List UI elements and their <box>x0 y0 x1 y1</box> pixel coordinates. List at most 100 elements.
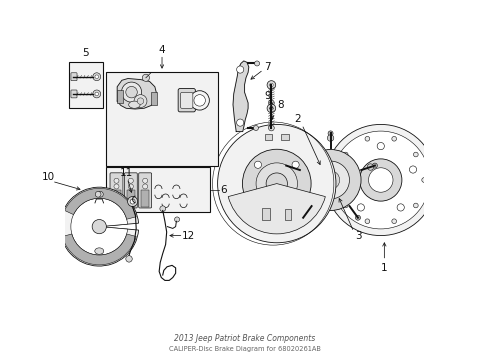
Circle shape <box>291 161 299 168</box>
Circle shape <box>134 95 147 108</box>
Circle shape <box>421 178 426 182</box>
Circle shape <box>300 149 360 211</box>
Circle shape <box>343 203 347 208</box>
Circle shape <box>254 199 261 206</box>
Circle shape <box>343 152 347 157</box>
Circle shape <box>95 92 99 96</box>
Circle shape <box>92 220 106 234</box>
Polygon shape <box>233 61 248 132</box>
Circle shape <box>121 82 142 102</box>
Text: 7: 7 <box>264 62 270 72</box>
Text: 9: 9 <box>264 91 270 101</box>
Text: CALIPER-Disc Brake Diagram for 68020261AB: CALIPER-Disc Brake Diagram for 68020261A… <box>168 346 320 352</box>
Circle shape <box>326 135 333 141</box>
Circle shape <box>242 149 310 218</box>
Circle shape <box>368 168 392 192</box>
FancyBboxPatch shape <box>124 173 137 208</box>
Text: 11: 11 <box>119 168 133 178</box>
Ellipse shape <box>95 248 103 254</box>
Circle shape <box>93 90 101 98</box>
Circle shape <box>254 61 259 66</box>
Circle shape <box>93 73 101 81</box>
Circle shape <box>391 219 396 224</box>
Circle shape <box>300 215 305 220</box>
Text: 12: 12 <box>182 231 195 240</box>
Circle shape <box>366 164 373 170</box>
Circle shape <box>253 126 258 131</box>
Circle shape <box>236 66 244 73</box>
Wedge shape <box>64 188 136 219</box>
Circle shape <box>125 256 132 262</box>
FancyBboxPatch shape <box>180 93 192 108</box>
Circle shape <box>127 197 137 207</box>
Circle shape <box>334 178 339 182</box>
Text: 4: 4 <box>159 45 165 55</box>
Circle shape <box>331 131 429 229</box>
Circle shape <box>97 192 103 197</box>
Circle shape <box>128 178 133 183</box>
FancyBboxPatch shape <box>178 89 195 112</box>
Circle shape <box>396 204 404 211</box>
Ellipse shape <box>442 129 451 231</box>
Bar <box>284 209 290 220</box>
FancyBboxPatch shape <box>110 173 122 208</box>
Circle shape <box>114 184 119 189</box>
Text: 5: 5 <box>82 48 89 58</box>
Circle shape <box>321 171 339 189</box>
Circle shape <box>265 173 287 194</box>
Circle shape <box>344 166 351 173</box>
Circle shape <box>256 163 297 204</box>
Circle shape <box>268 125 274 131</box>
Circle shape <box>95 75 99 78</box>
Bar <box>117 90 122 103</box>
Circle shape <box>376 143 384 150</box>
Wedge shape <box>62 234 136 265</box>
Wedge shape <box>71 198 127 255</box>
Text: 3: 3 <box>354 231 361 241</box>
Ellipse shape <box>447 129 456 231</box>
Circle shape <box>413 203 417 208</box>
Circle shape <box>268 100 274 106</box>
Text: 10: 10 <box>41 171 55 181</box>
FancyBboxPatch shape <box>71 73 77 81</box>
Circle shape <box>130 199 135 204</box>
Bar <box>151 92 157 105</box>
Circle shape <box>327 131 332 136</box>
Circle shape <box>137 98 143 104</box>
Circle shape <box>160 206 165 212</box>
Circle shape <box>194 95 205 106</box>
Text: 2: 2 <box>294 114 300 124</box>
Circle shape <box>408 166 416 173</box>
Circle shape <box>311 161 349 199</box>
Text: 6: 6 <box>220 185 227 195</box>
Circle shape <box>269 83 273 87</box>
Circle shape <box>413 152 417 157</box>
Circle shape <box>174 217 179 222</box>
Wedge shape <box>60 187 138 266</box>
Text: 1: 1 <box>380 263 387 273</box>
Bar <box>281 134 288 140</box>
Circle shape <box>266 104 275 113</box>
Circle shape <box>254 161 261 168</box>
Bar <box>126 190 135 207</box>
Circle shape <box>355 215 360 220</box>
Bar <box>261 208 269 220</box>
Circle shape <box>365 136 369 141</box>
Circle shape <box>217 125 335 243</box>
Circle shape <box>142 184 147 189</box>
Circle shape <box>142 74 149 81</box>
Circle shape <box>365 219 369 224</box>
Circle shape <box>236 119 244 126</box>
Bar <box>264 134 272 140</box>
Circle shape <box>114 178 119 183</box>
Circle shape <box>266 81 275 89</box>
Circle shape <box>357 204 364 211</box>
FancyBboxPatch shape <box>139 173 151 208</box>
Circle shape <box>128 184 133 189</box>
Circle shape <box>125 86 137 98</box>
Circle shape <box>283 163 288 168</box>
FancyBboxPatch shape <box>106 72 217 166</box>
Polygon shape <box>117 78 156 109</box>
Text: 8: 8 <box>277 100 283 111</box>
Text: 2013 Jeep Patriot Brake Components: 2013 Jeep Patriot Brake Components <box>174 334 314 343</box>
